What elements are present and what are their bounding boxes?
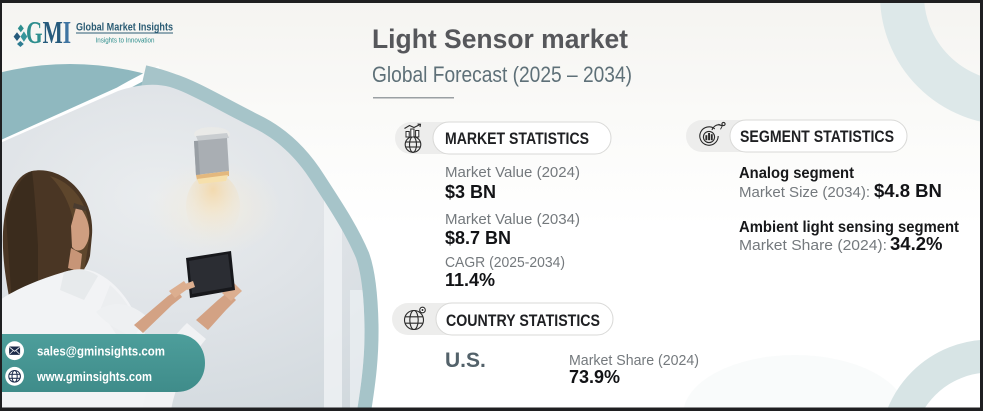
- svg-text:Insights to Innovation: Insights to Innovation: [96, 36, 155, 45]
- svg-text:11.4%: 11.4%: [445, 270, 495, 290]
- svg-text:www.gminsights.com: www.gminsights.com: [36, 369, 152, 384]
- svg-text:Market Share (2024): Market Share (2024): [569, 353, 699, 369]
- svg-text:73.9%: 73.9%: [569, 367, 620, 387]
- svg-text:$3 BN: $3 BN: [445, 182, 496, 202]
- svg-text:Market Share (2024):: Market Share (2024):: [739, 237, 887, 254]
- svg-text:Ambient light sensing segment: Ambient light sensing segment: [739, 219, 960, 236]
- svg-text:SEGMENT STATISTICS: SEGMENT STATISTICS: [740, 127, 894, 146]
- svg-text:Market Value (2024): Market Value (2024): [445, 165, 580, 181]
- svg-text:MARKET STATISTICS: MARKET STATISTICS: [445, 129, 589, 148]
- svg-text:Light Sensor market: Light Sensor market: [372, 24, 628, 54]
- svg-text:Market Size (2034):: Market Size (2034):: [739, 184, 870, 201]
- svg-text:Global Forecast (2025 – 2034): Global Forecast (2025 – 2034): [372, 62, 632, 87]
- svg-text:Market Value (2034): Market Value (2034): [445, 212, 580, 228]
- svg-text:sales@gminsights.com: sales@gminsights.com: [37, 344, 165, 359]
- svg-text:$4.8 BN: $4.8 BN: [874, 180, 942, 201]
- svg-text:U.S.: U.S.: [445, 349, 486, 372]
- svg-text:$8.7 BN: $8.7 BN: [445, 228, 511, 248]
- svg-text:COUNTRY STATISTICS: COUNTRY STATISTICS: [446, 311, 600, 330]
- svg-text:34.2%: 34.2%: [890, 233, 942, 254]
- svg-text:GMI: GMI: [26, 14, 71, 50]
- svg-text:Global Market Insights: Global Market Insights: [76, 22, 173, 34]
- svg-text:Analog segment: Analog segment: [739, 165, 855, 182]
- svg-text:CAGR (2025-2034): CAGR (2025-2034): [445, 255, 565, 271]
